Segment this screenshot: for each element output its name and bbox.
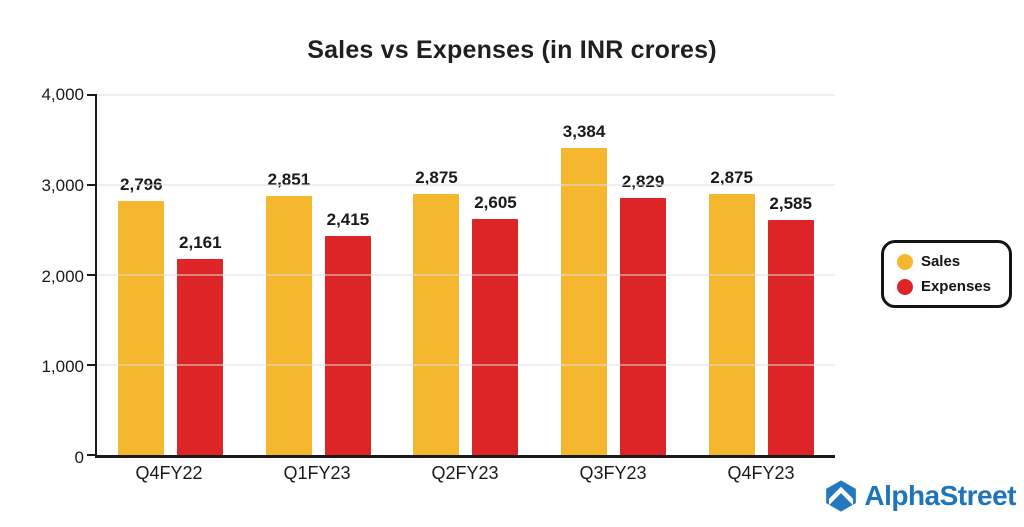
- bar-expenses: [177, 259, 224, 455]
- bar-expenses: [472, 219, 519, 455]
- x-axis-label: Q3FY23: [579, 463, 647, 483]
- bar-group: 2,851 2,415: [245, 95, 393, 455]
- y-axis-label: 4,000: [41, 85, 84, 104]
- gridline: [97, 94, 835, 96]
- bar-with-label: 2,875: [708, 168, 755, 455]
- x-axis: Q4FY22 Q1FY23 Q2FY23 Q3FY23 Q4FY23: [95, 463, 835, 484]
- legend-label-expenses: Expenses: [920, 278, 991, 295]
- alphastreet-hexagon-icon: [824, 479, 858, 513]
- bar-with-label: 2,605: [472, 193, 519, 455]
- y-tick-mark: [87, 184, 97, 186]
- chart-title: Sales vs Expenses (in INR crores): [307, 36, 717, 64]
- plot-area: 2,796 2,161 2,851 2,415 2,875 2,605 3,384 2,829…: [87, 94, 835, 458]
- sales-swatch-icon: [896, 253, 913, 270]
- legend-item-expenses: Expenses: [896, 278, 991, 295]
- bar-with-label: 2,161: [177, 233, 224, 455]
- bar-with-label: 2,415: [324, 210, 371, 455]
- bar-group: 3,384 2,829: [540, 95, 688, 455]
- bar-value-label: 2,851: [267, 170, 311, 189]
- bar-sales: [413, 194, 460, 455]
- bar-expenses: [767, 220, 814, 455]
- legend-label-sales: Sales: [920, 253, 961, 270]
- y-axis-label: 1,000: [41, 357, 84, 377]
- y-tick-mark: [87, 364, 97, 366]
- y-tick-mark: [87, 274, 97, 276]
- bar-with-label: 2,875: [413, 168, 460, 455]
- bar-group: 2,796 2,161: [97, 95, 245, 455]
- bar-groups: 2,796 2,161 2,851 2,415 2,875 2,605 3,384 2,829…: [97, 95, 835, 455]
- bar-sales: [708, 194, 755, 455]
- bar-value-label: 2,875: [415, 168, 458, 187]
- bar-sales: [118, 201, 165, 455]
- bar-value-label: 3,384: [562, 122, 606, 141]
- bar-group: 2,875 2,605: [392, 95, 540, 455]
- y-axis-label: 0: [74, 448, 84, 467]
- alphastreet-logo: AlphaStreet: [824, 479, 1016, 513]
- y-tick-mark: [87, 94, 97, 96]
- bar-expenses: [324, 236, 371, 455]
- expenses-swatch-icon: [896, 278, 913, 295]
- bar-expenses: [620, 198, 667, 455]
- gridline: [97, 184, 835, 186]
- bar-sales: [561, 148, 608, 455]
- bar-value-label: 2,415: [326, 210, 370, 229]
- bar-with-label: 3,384: [561, 122, 608, 455]
- legend: Sales Expenses: [880, 240, 1012, 308]
- bar-value-label: 2,585: [769, 194, 812, 213]
- bar-value-label: 2,829: [621, 172, 665, 191]
- x-axis-label: Q1FY23: [283, 463, 351, 483]
- bar-value-label: 2,161: [179, 233, 222, 252]
- y-axis-label: 2,000: [41, 266, 84, 286]
- y-axis-label: 3,000: [41, 175, 84, 195]
- x-axis-label: Q2FY23: [431, 463, 499, 483]
- bar-value-label: 2,605: [474, 193, 517, 212]
- gridline: [97, 274, 835, 276]
- x-axis-label: Q4FY23: [727, 463, 795, 483]
- bar-with-label: 2,851: [265, 170, 312, 455]
- y-tick-mark: [87, 454, 97, 456]
- x-axis-label: Q4FY22: [135, 463, 203, 483]
- bar-with-label: 2,829: [620, 172, 667, 455]
- bar-with-label: 2,796: [118, 175, 165, 455]
- alphastreet-wordmark: AlphaStreet: [864, 480, 1016, 511]
- bar-sales: [265, 196, 312, 455]
- bar-value-label: 2,875: [710, 168, 753, 187]
- bar-with-label: 2,585: [767, 194, 814, 455]
- legend-item-sales: Sales: [896, 253, 991, 270]
- y-axis: 0 1,000 2,000 3,000 4,000: [0, 85, 84, 467]
- gridline: [97, 364, 835, 366]
- bar-group: 2,875 2,585: [687, 95, 835, 455]
